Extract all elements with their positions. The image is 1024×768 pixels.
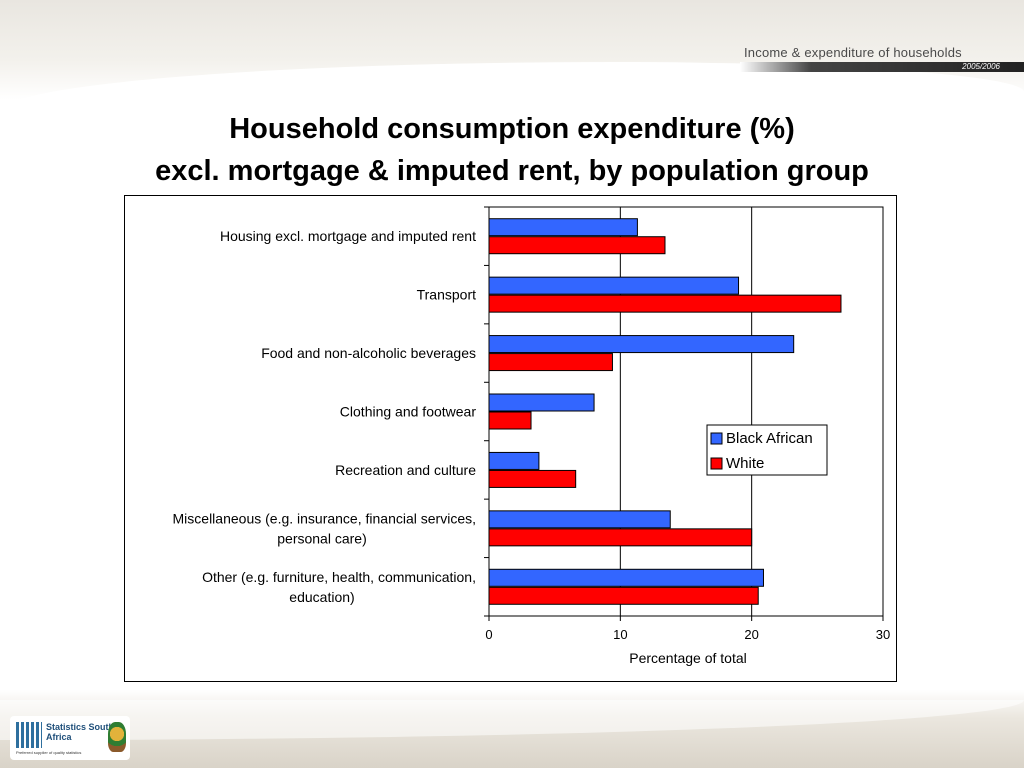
x-axis-label: Percentage of total <box>629 650 747 666</box>
bar-black-african-0 <box>488 218 638 237</box>
category-label-5-line-0: Miscellaneous (e.g. insurance, financial… <box>173 510 476 526</box>
x-tick-label-0: 0 <box>485 627 492 642</box>
category-label-1-line-0: Transport <box>417 287 477 303</box>
bar-white-5 <box>488 528 753 547</box>
bar-white-0 <box>488 236 666 255</box>
stats-sa-logo: Statistics South Africa Preferred suppli… <box>10 716 130 760</box>
page-title-line2: excl. mortgage & imputed rent, by popula… <box>155 155 869 187</box>
category-label-6-line-0: Other (e.g. furniture, health, communica… <box>202 569 476 585</box>
coat-of-arms-icon <box>108 722 126 752</box>
legend-swatch-black-african <box>710 432 723 445</box>
report-years: 2005/2006 <box>962 62 1000 71</box>
bar-white-4 <box>488 469 577 488</box>
x-tick-label-10: 10 <box>613 627 627 642</box>
legend-box <box>706 424 828 476</box>
category-label-0-line-0: Housing excl. mortgage and imputed rent <box>220 228 476 244</box>
stats-sa-logo-tagline: Preferred supplier of quality statistics <box>16 750 82 755</box>
bar-chart: 0 10 20 30 Percentage of total Housing excl. … <box>173 206 890 666</box>
legend-label-white: White <box>726 455 764 472</box>
chart-frame: 0 10 20 30 Percentage of total Housing excl. … <box>124 195 897 682</box>
bar-black-african-2 <box>488 335 795 354</box>
category-label-3-line-0: Clothing and footwear <box>340 404 477 420</box>
report-title: Income & expenditure of households <box>744 45 962 60</box>
stats-sa-logo-name: Statistics South Africa <box>46 722 115 742</box>
bar-white-3 <box>488 411 532 430</box>
bar-white-1 <box>488 294 842 313</box>
bar-white-6 <box>488 586 759 605</box>
bar-black-african-5 <box>488 510 671 529</box>
bar-black-african-3 <box>488 393 595 412</box>
legend-swatch-white <box>710 457 723 470</box>
page-title-line1: Household consumption expenditure (%) <box>229 113 795 145</box>
bar-black-african-1 <box>488 276 740 295</box>
category-label-2-line-0: Food and non-alcoholic beverages <box>261 345 476 361</box>
bar-black-african-4 <box>488 451 540 470</box>
category-label-4-line-0: Recreation and culture <box>335 462 476 478</box>
stats-sa-logo-mark <box>16 722 42 748</box>
category-label-6-line-1: education) <box>289 589 354 605</box>
page-title: Household consumption expenditure (%) ex… <box>40 108 984 192</box>
category-label-5-line-1: personal care) <box>277 530 367 546</box>
x-tick-label-20: 20 <box>744 627 758 642</box>
x-tick-label-30: 30 <box>876 627 890 642</box>
report-title-bar <box>740 62 1024 72</box>
bar-black-african-6 <box>488 568 764 587</box>
bar-white-2 <box>488 353 613 372</box>
legend-label-black-african: Black African <box>726 430 813 447</box>
